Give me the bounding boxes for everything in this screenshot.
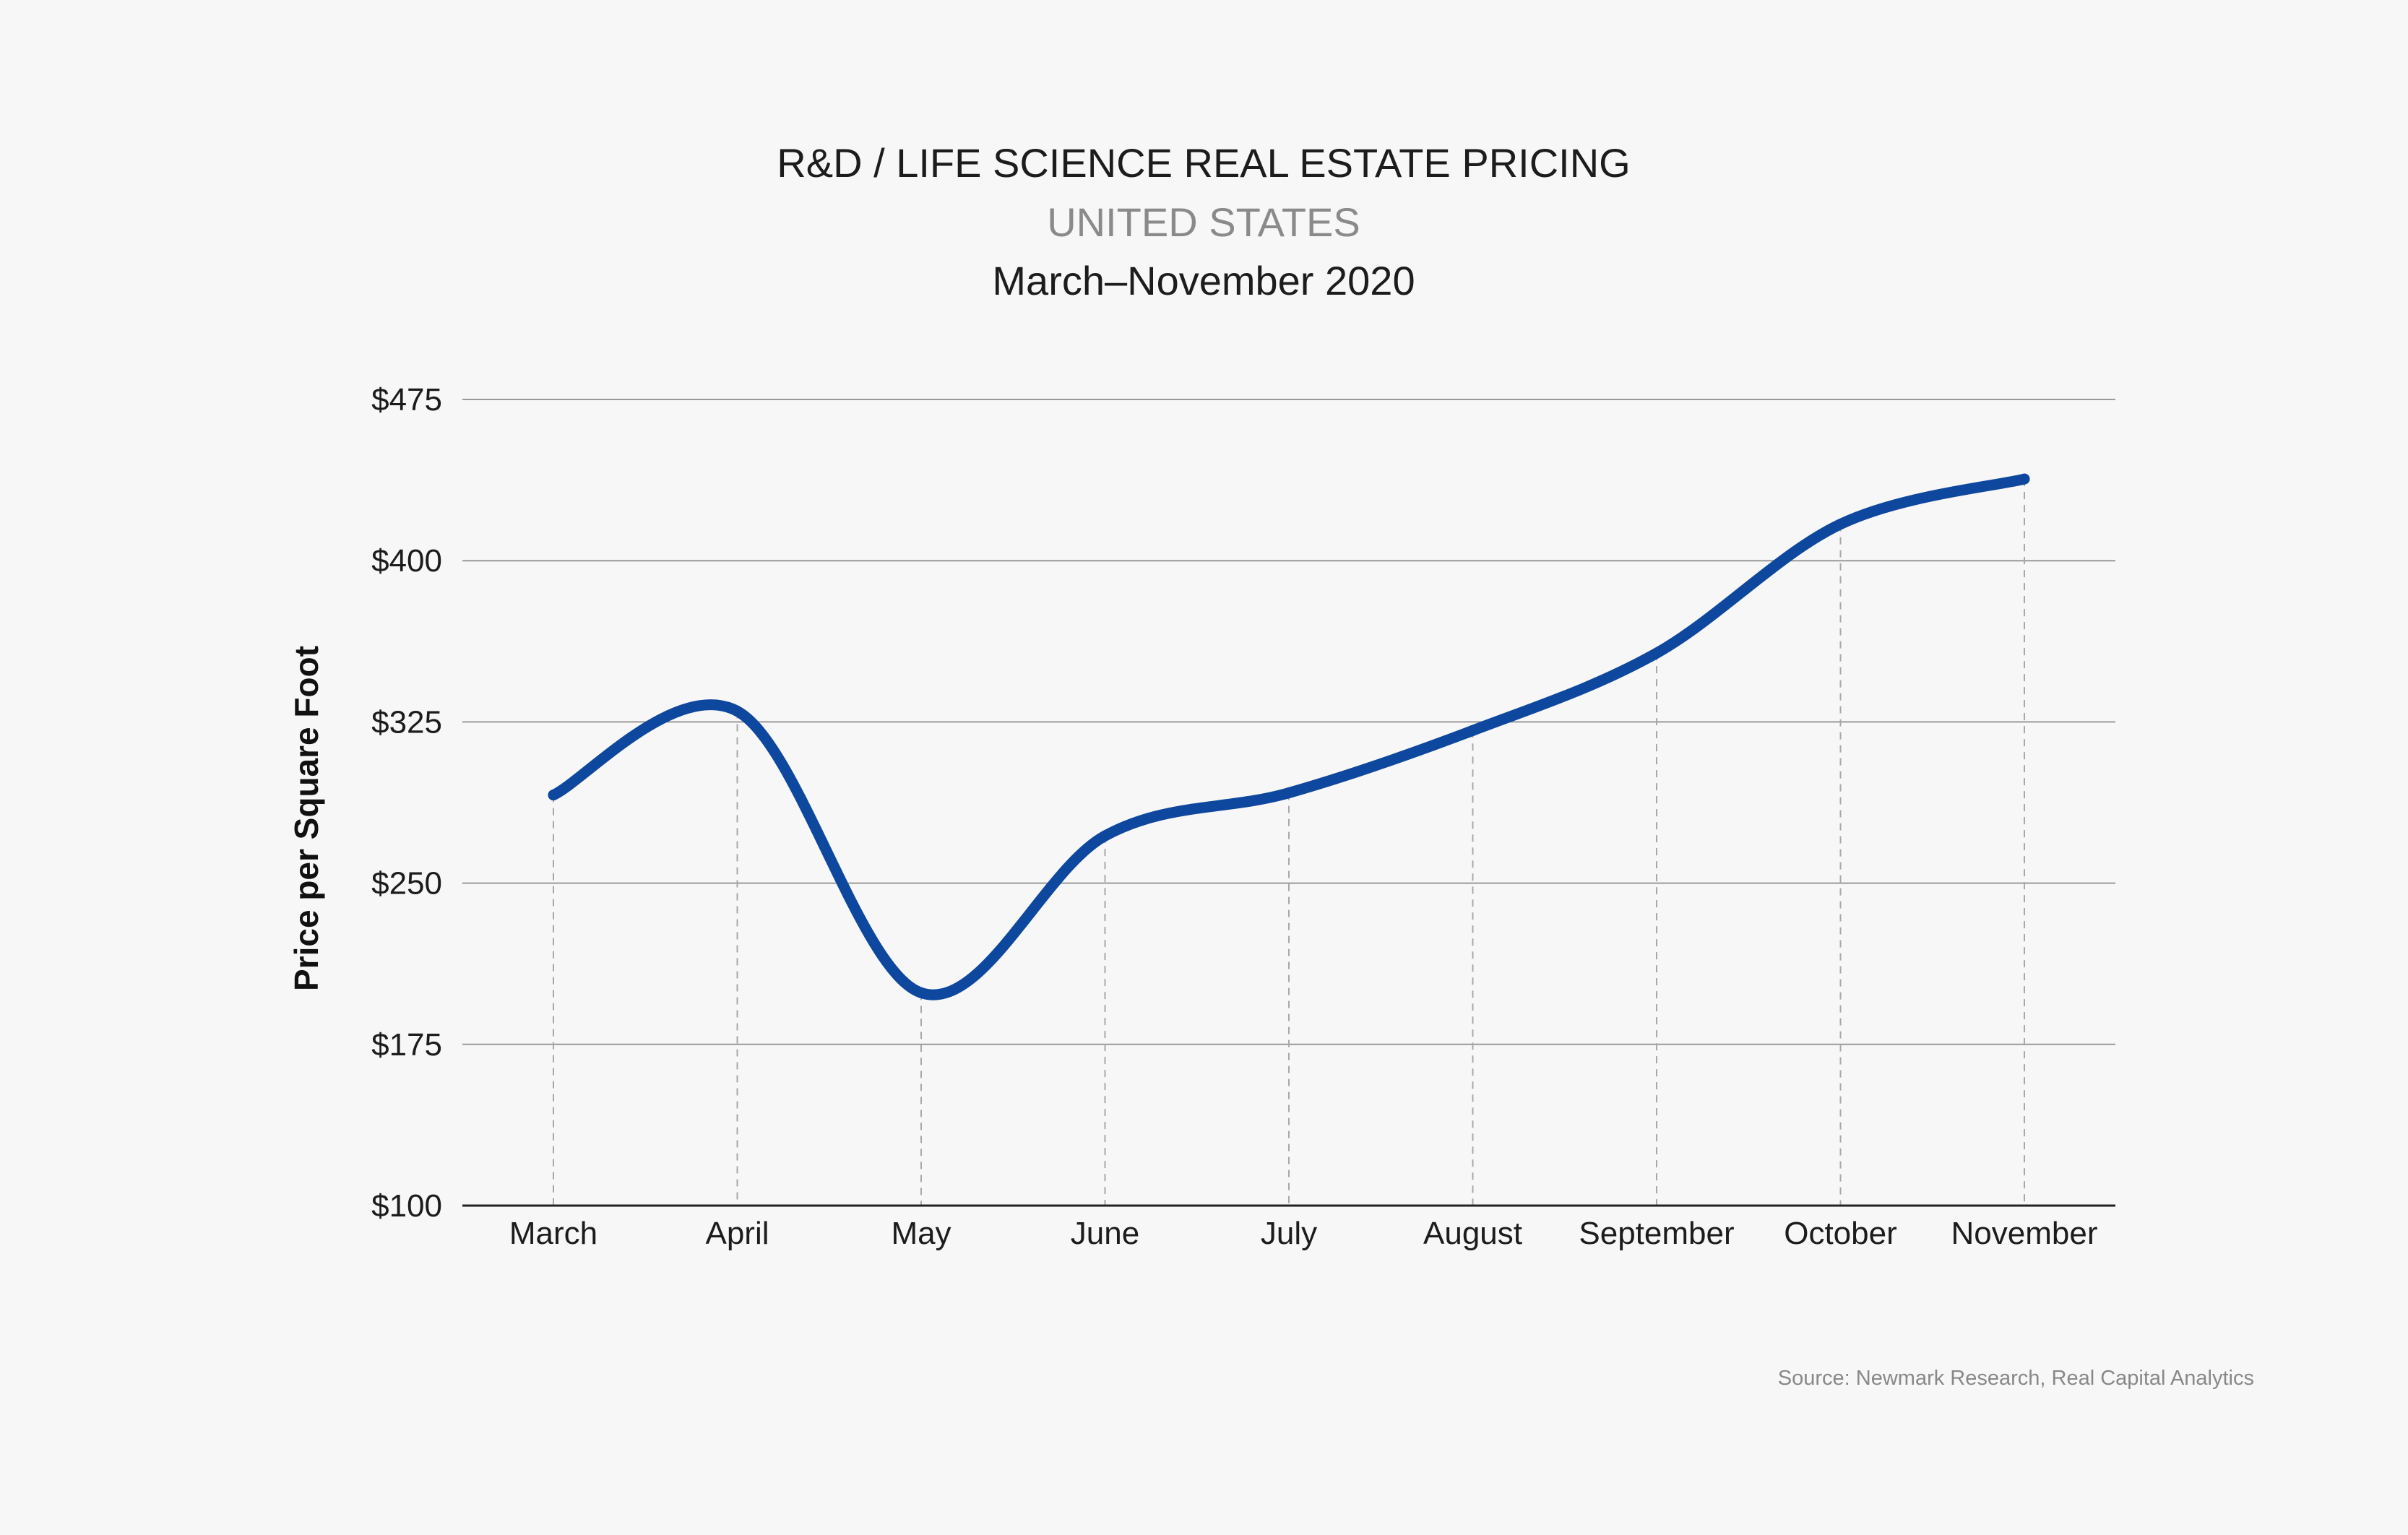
data-point	[1467, 725, 1478, 736]
data-point	[1100, 830, 1110, 842]
y-axis-label: Price per Square Foot	[288, 646, 325, 991]
y-tick-label: $400	[371, 543, 442, 579]
x-tick-label: November	[1951, 1216, 2098, 1251]
data-point	[1283, 787, 1295, 799]
source-note: Source: Newmark Research, Real Capital A…	[1778, 1367, 2254, 1390]
gridlines	[462, 399, 2115, 1045]
x-tick-label: June	[1071, 1216, 1139, 1251]
x-tick-label: October	[1784, 1216, 1897, 1251]
y-tick-label: $475	[371, 382, 442, 418]
data-points	[548, 473, 2030, 998]
x-axis-ticks: March April May June July August September Octo…	[509, 1216, 2098, 1251]
y-tick-label: $175	[371, 1027, 442, 1063]
x-tick-label: July	[1261, 1216, 1317, 1251]
y-tick-label: $250	[371, 866, 442, 901]
series-line	[548, 473, 2030, 1000]
data-point	[1651, 647, 1662, 659]
chart-date-range: March–November 2020	[992, 258, 1415, 303]
chart-title: R&D / LIFE SCIENCE REAL ESTATE PRICING	[777, 140, 1630, 186]
x-tick-label: September	[1579, 1216, 1734, 1251]
drop-lines	[553, 479, 2025, 1206]
data-point	[915, 987, 927, 998]
y-axis-ticks: $100 $175 $250 $325 $400 $475	[371, 382, 442, 1224]
x-tick-label: August	[1423, 1216, 1522, 1251]
y-tick-label: $325	[371, 704, 442, 740]
x-tick-label: March	[509, 1216, 597, 1251]
x-tick-label: April	[705, 1216, 769, 1251]
chart-subtitle: UNITED STATES	[1047, 199, 1360, 245]
data-point	[2019, 473, 2030, 485]
x-tick-label: May	[891, 1216, 951, 1251]
data-point	[1835, 519, 1846, 530]
data-point	[732, 706, 743, 717]
y-tick-label: $100	[371, 1188, 442, 1224]
data-point	[548, 790, 559, 801]
